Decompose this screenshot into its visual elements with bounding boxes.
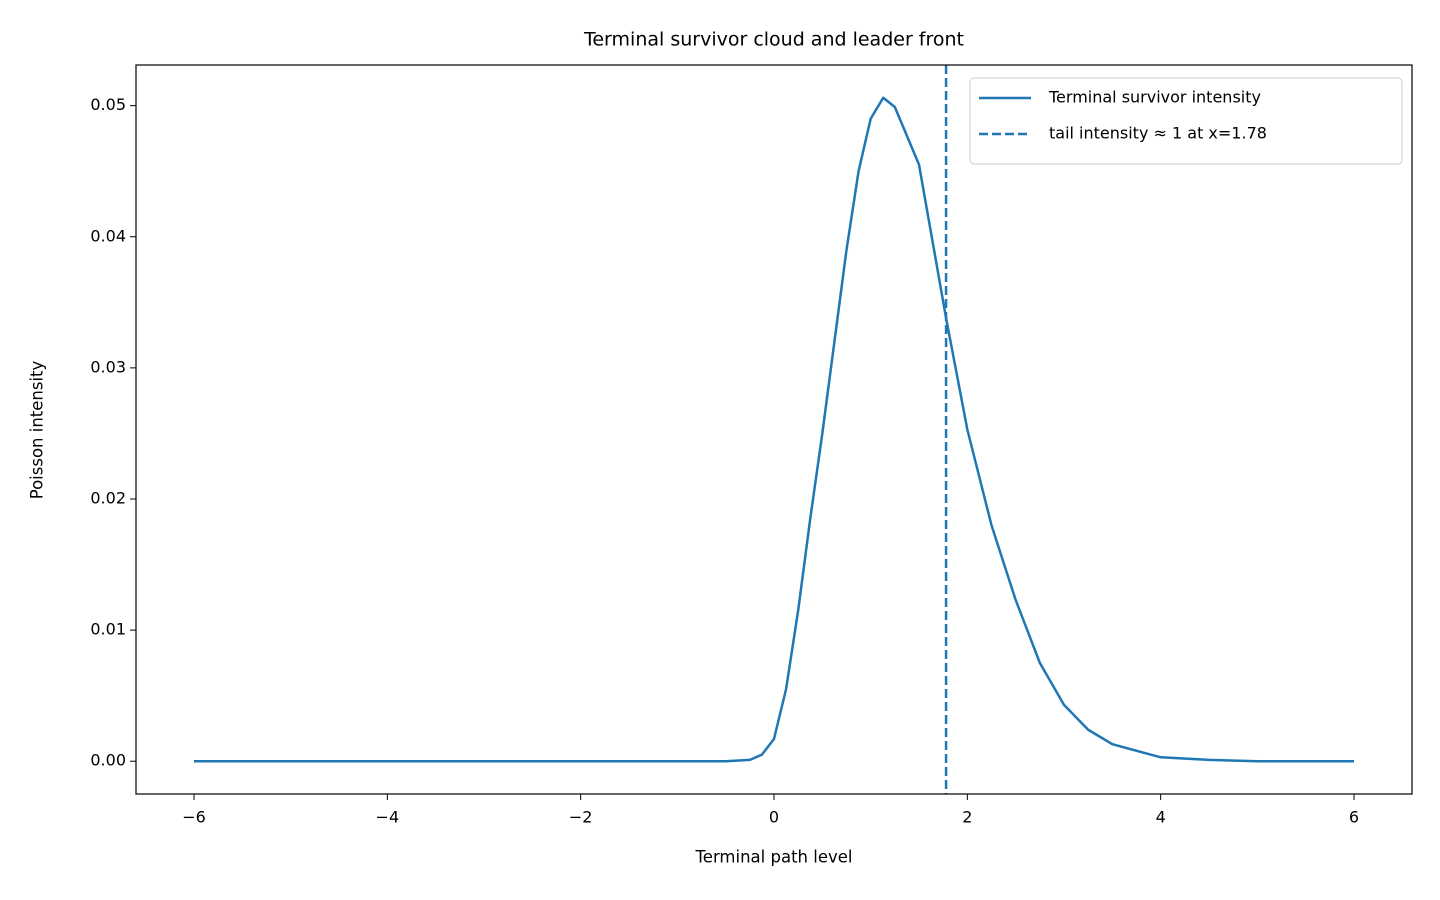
y-tick-label: 0.01: [90, 620, 126, 639]
y-tick-label: 0.02: [90, 488, 126, 507]
data-line: [194, 96, 1354, 763]
x-tick-label: 4: [1156, 808, 1166, 827]
chart-title: Terminal survivor cloud and leader front: [583, 29, 964, 51]
y-tick-label: 0.00: [90, 751, 126, 770]
x-tick-label: −4: [376, 808, 400, 827]
y-tick-label: 0.05: [90, 95, 126, 114]
x-tick-label: −2: [569, 808, 593, 827]
x-tick-label: 0: [769, 808, 779, 827]
x-tick-label: 2: [962, 808, 972, 827]
x-tick-label: −6: [182, 808, 206, 827]
legend-label: Terminal survivor intensity: [1048, 88, 1261, 107]
legend-label: tail intensity ≈ 1 at x=1.78: [1049, 124, 1267, 143]
y-axis-label: Poisson intensity: [28, 360, 47, 499]
legend-box: [969, 77, 1403, 165]
x-tick-label: 6: [1349, 808, 1359, 827]
x-axis-label: Terminal path level: [695, 848, 853, 867]
plot-frame: [135, 64, 1413, 795]
y-tick-label: 0.04: [90, 226, 126, 245]
y-tick-label: 0.03: [90, 357, 126, 376]
